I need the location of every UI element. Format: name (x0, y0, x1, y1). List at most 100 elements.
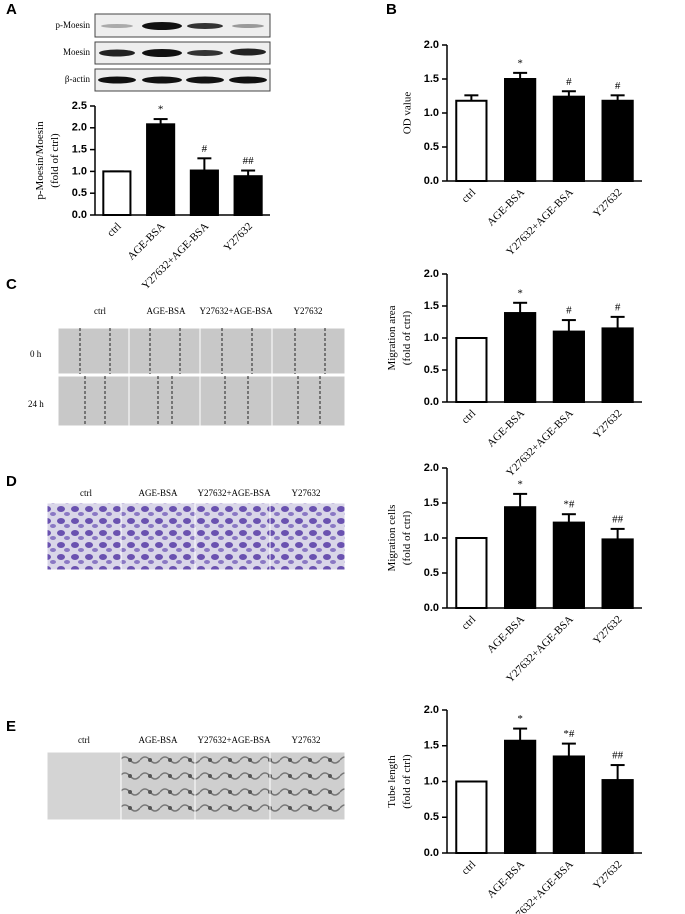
bar (552, 95, 585, 182)
y-tick-label: 1.0 (424, 775, 439, 787)
y-tick-label: 0.5 (424, 364, 439, 376)
y-tick-label: 0.0 (424, 847, 439, 859)
bar (455, 337, 488, 403)
y-tick-label: 1.0 (72, 165, 87, 177)
y-tick-label: 2.0 (72, 122, 87, 134)
y-tick-label: 1.5 (424, 497, 439, 509)
y-axis-label: (fold of ctrl) (401, 754, 413, 809)
transwell-images: ctrl AGE-BSA Y27632+AGE-BSA Y27632 (46, 488, 346, 571)
bar (102, 170, 132, 216)
scratch-images: ctrl AGE-BSA Y27632+AGE-BSA Y27632 0 h 2… (28, 306, 346, 427)
y-tick-label: 2.0 (424, 268, 439, 280)
y-axis-label: OD value (402, 92, 414, 135)
x-tick-label: AGE-BSA (485, 858, 527, 900)
column-label: Y27632 (294, 306, 323, 316)
x-tick-label: ctrl (459, 186, 478, 205)
y-axis-label: (fold of ctrl) (401, 310, 413, 365)
y-tick-label: 0.0 (424, 396, 439, 408)
y-tick-label: 0.0 (424, 602, 439, 614)
x-tick-label: ctrl (459, 858, 478, 877)
y-tick-label: 2.0 (424, 39, 439, 51)
x-tick-label: AGE-BSA (125, 220, 167, 262)
y-tick-label: 0.0 (72, 209, 87, 221)
y-tick-label: 0.5 (424, 811, 439, 823)
y-tick-label: 0.0 (424, 175, 439, 187)
column-label: AGE-BSA (146, 306, 186, 316)
significance-label: *# (563, 499, 575, 511)
blot-label: β-actin (65, 74, 91, 84)
significance-label: # (566, 76, 572, 88)
significance-label: ## (243, 155, 255, 167)
y-tick-label: 1.5 (72, 144, 87, 156)
bar (552, 755, 585, 854)
y-axis-label: Migration area (386, 305, 398, 370)
bar (504, 506, 537, 610)
y-tick-label: 1.0 (424, 107, 439, 119)
y-axis-label: p-Moesin/Moesin (34, 121, 46, 200)
significance-label: # (202, 143, 208, 155)
y-axis-label: Tube length (386, 755, 398, 808)
significance-label: * (517, 287, 523, 299)
bar (455, 780, 488, 854)
blot-strip (94, 13, 271, 38)
y-tick-label: 1.5 (424, 73, 439, 85)
x-tick-label: Y27632 (591, 407, 625, 441)
western-blot: p-Moesin Moesin β-actin (56, 13, 271, 92)
y-tick-label: 1.5 (424, 740, 439, 752)
row-label: 24 h (28, 399, 44, 409)
row-label: 0 h (30, 349, 42, 359)
x-tick-label: ctrl (459, 407, 478, 426)
panel-label: D (6, 473, 17, 490)
y-tick-label: 0.5 (72, 187, 87, 199)
significance-label: * (517, 478, 523, 490)
x-tick-label: Y27632 (221, 220, 255, 254)
significance-label: # (615, 301, 621, 313)
significance-label: *# (563, 728, 575, 740)
column-label: Y27632+AGE-BSA (199, 306, 273, 316)
x-tick-label: Y27632 (591, 858, 625, 892)
y-tick-label: 2.0 (424, 704, 439, 716)
significance-label: ## (612, 513, 624, 525)
bar (601, 538, 634, 610)
column-label: ctrl (94, 306, 106, 316)
significance-label: * (517, 57, 523, 69)
column-label: Y27632+AGE-BSA (197, 488, 271, 498)
bar (233, 175, 263, 216)
blot-label: p-Moesin (56, 20, 91, 30)
y-axis-label: (fold of ctrl) (401, 510, 413, 565)
column-label: Y27632 (292, 488, 321, 498)
column-label: AGE-BSA (138, 488, 178, 498)
x-tick-label: ctrl (105, 220, 124, 239)
significance-label: # (615, 80, 621, 92)
bar (146, 123, 176, 216)
x-tick-label: Y27632 (591, 613, 625, 647)
bar (601, 99, 634, 182)
panel-label: E (6, 718, 16, 735)
column-label: ctrl (80, 488, 92, 498)
bar (455, 537, 488, 609)
y-tick-label: 0.5 (424, 141, 439, 153)
y-tick-label: 2.0 (424, 462, 439, 474)
y-axis-label: Migration cells (386, 505, 398, 572)
x-tick-label: AGE-BSA (485, 613, 527, 655)
x-tick-label: AGE-BSA (485, 407, 527, 449)
y-tick-label: 1.0 (424, 532, 439, 544)
significance-label: ## (612, 750, 624, 762)
y-tick-label: 1.5 (424, 300, 439, 312)
panel-label: B (386, 1, 397, 18)
bar (552, 521, 585, 609)
blot-label: Moesin (63, 47, 91, 57)
column-label: AGE-BSA (138, 735, 178, 745)
y-tick-label: 1.0 (424, 332, 439, 344)
bar (601, 779, 634, 855)
column-label: Y27632 (292, 735, 321, 745)
tube-images: ctrl AGE-BSA Y27632+AGE-BSA Y27632 (46, 735, 346, 821)
significance-label: # (566, 305, 572, 317)
y-tick-label: 0.5 (424, 567, 439, 579)
x-tick-label: AGE-BSA (485, 186, 527, 228)
bar (601, 327, 634, 403)
bar (504, 312, 537, 404)
x-tick-label: Y27632 (591, 186, 625, 220)
blot-strip (94, 68, 271, 92)
